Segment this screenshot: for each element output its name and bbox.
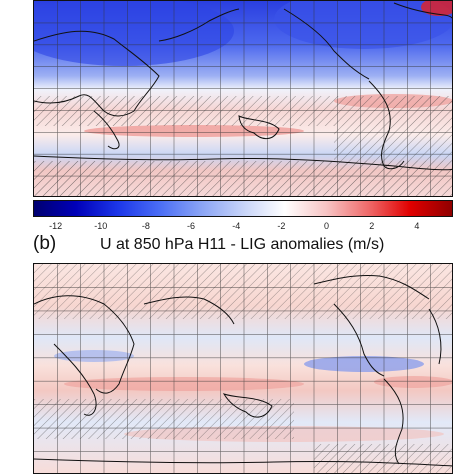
map-a-canvas	[34, 1, 452, 196]
colorbar-tick-label: -12	[49, 221, 63, 231]
map-b-canvas	[34, 264, 452, 473]
colorbar-tick-label: 2	[369, 221, 375, 231]
colorbar-tick-label: -6	[187, 221, 196, 231]
colorbar-tick-label: -10	[94, 221, 108, 231]
colorbar-tick-label: -2	[277, 221, 286, 231]
panel-b-label: (b)	[33, 233, 57, 254]
colorbar-tick-label: -8	[141, 221, 150, 231]
colorbar	[33, 200, 453, 217]
map-panel-b	[33, 263, 453, 474]
colorbar-tick-label: -4	[232, 221, 241, 231]
panel-b-title: U at 850 hPa H11 - LIG anomalies (m/s)	[100, 236, 385, 253]
map-panel-a	[33, 0, 453, 197]
colorbar-tick-label: 4	[414, 221, 420, 231]
colorbar-tick-label: 0	[324, 221, 330, 231]
